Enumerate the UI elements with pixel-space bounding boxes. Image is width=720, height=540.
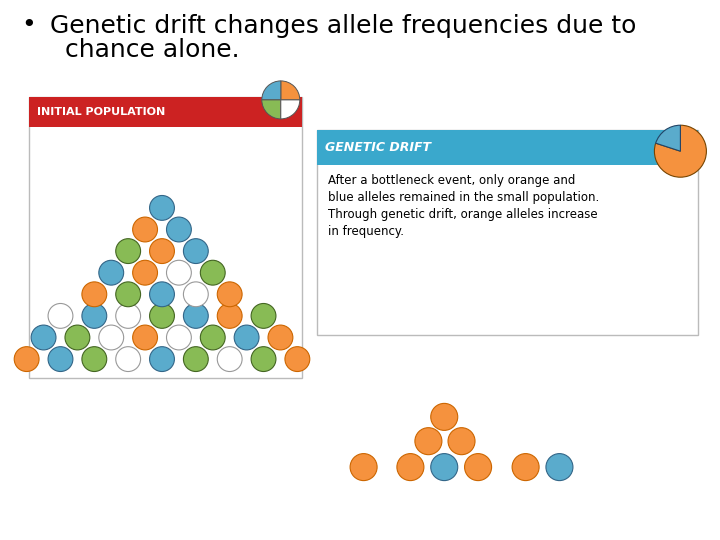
Circle shape [184, 239, 208, 264]
Circle shape [31, 325, 56, 350]
Bar [29, 97, 302, 378]
Circle shape [82, 303, 107, 328]
Circle shape [251, 303, 276, 328]
Text: chance alone.: chance alone. [65, 38, 240, 62]
Text: •: • [22, 14, 36, 37]
Wedge shape [654, 125, 706, 177]
Circle shape [14, 347, 39, 372]
Circle shape [132, 325, 158, 350]
Circle shape [48, 347, 73, 372]
Wedge shape [281, 100, 300, 119]
Circle shape [166, 325, 192, 350]
Circle shape [132, 260, 158, 285]
Wedge shape [281, 81, 300, 100]
Circle shape [350, 454, 377, 481]
Circle shape [217, 303, 242, 328]
Circle shape [431, 454, 458, 481]
Circle shape [200, 260, 225, 285]
Circle shape [132, 217, 158, 242]
Circle shape [200, 325, 225, 350]
Bar [317, 130, 698, 165]
Circle shape [82, 347, 107, 372]
Wedge shape [262, 81, 281, 100]
Text: GENETIC DRIFT: GENETIC DRIFT [325, 140, 431, 154]
Circle shape [150, 195, 174, 220]
Bar [317, 130, 698, 335]
Circle shape [48, 303, 73, 328]
Circle shape [65, 325, 90, 350]
Circle shape [166, 217, 192, 242]
Circle shape [99, 260, 124, 285]
Circle shape [150, 239, 174, 264]
Circle shape [184, 282, 208, 307]
Circle shape [464, 454, 492, 481]
Circle shape [99, 325, 124, 350]
Circle shape [116, 303, 140, 328]
Text: Genetic drift changes allele frequencies due to: Genetic drift changes allele frequencies… [50, 14, 636, 37]
Circle shape [546, 454, 573, 481]
Circle shape [512, 454, 539, 481]
Circle shape [150, 347, 174, 372]
Text: After a bottleneck event, only orange and
blue alleles remained in the small pop: After a bottleneck event, only orange an… [328, 174, 599, 239]
Circle shape [116, 282, 140, 307]
Circle shape [397, 454, 424, 481]
Circle shape [217, 282, 242, 307]
Circle shape [82, 282, 107, 307]
Circle shape [116, 239, 140, 264]
Circle shape [184, 303, 208, 328]
Text: INITIAL POPULATION: INITIAL POPULATION [37, 107, 166, 117]
Circle shape [150, 282, 174, 307]
Circle shape [234, 325, 259, 350]
Circle shape [415, 428, 442, 455]
Circle shape [431, 403, 458, 430]
Circle shape [268, 325, 293, 350]
Wedge shape [262, 100, 281, 119]
Circle shape [166, 260, 192, 285]
Circle shape [217, 347, 242, 372]
Circle shape [150, 303, 174, 328]
Bar [29, 97, 302, 127]
Circle shape [184, 347, 208, 372]
Circle shape [116, 347, 140, 372]
Circle shape [251, 347, 276, 372]
Circle shape [285, 347, 310, 372]
Circle shape [448, 428, 475, 455]
Wedge shape [656, 125, 680, 151]
